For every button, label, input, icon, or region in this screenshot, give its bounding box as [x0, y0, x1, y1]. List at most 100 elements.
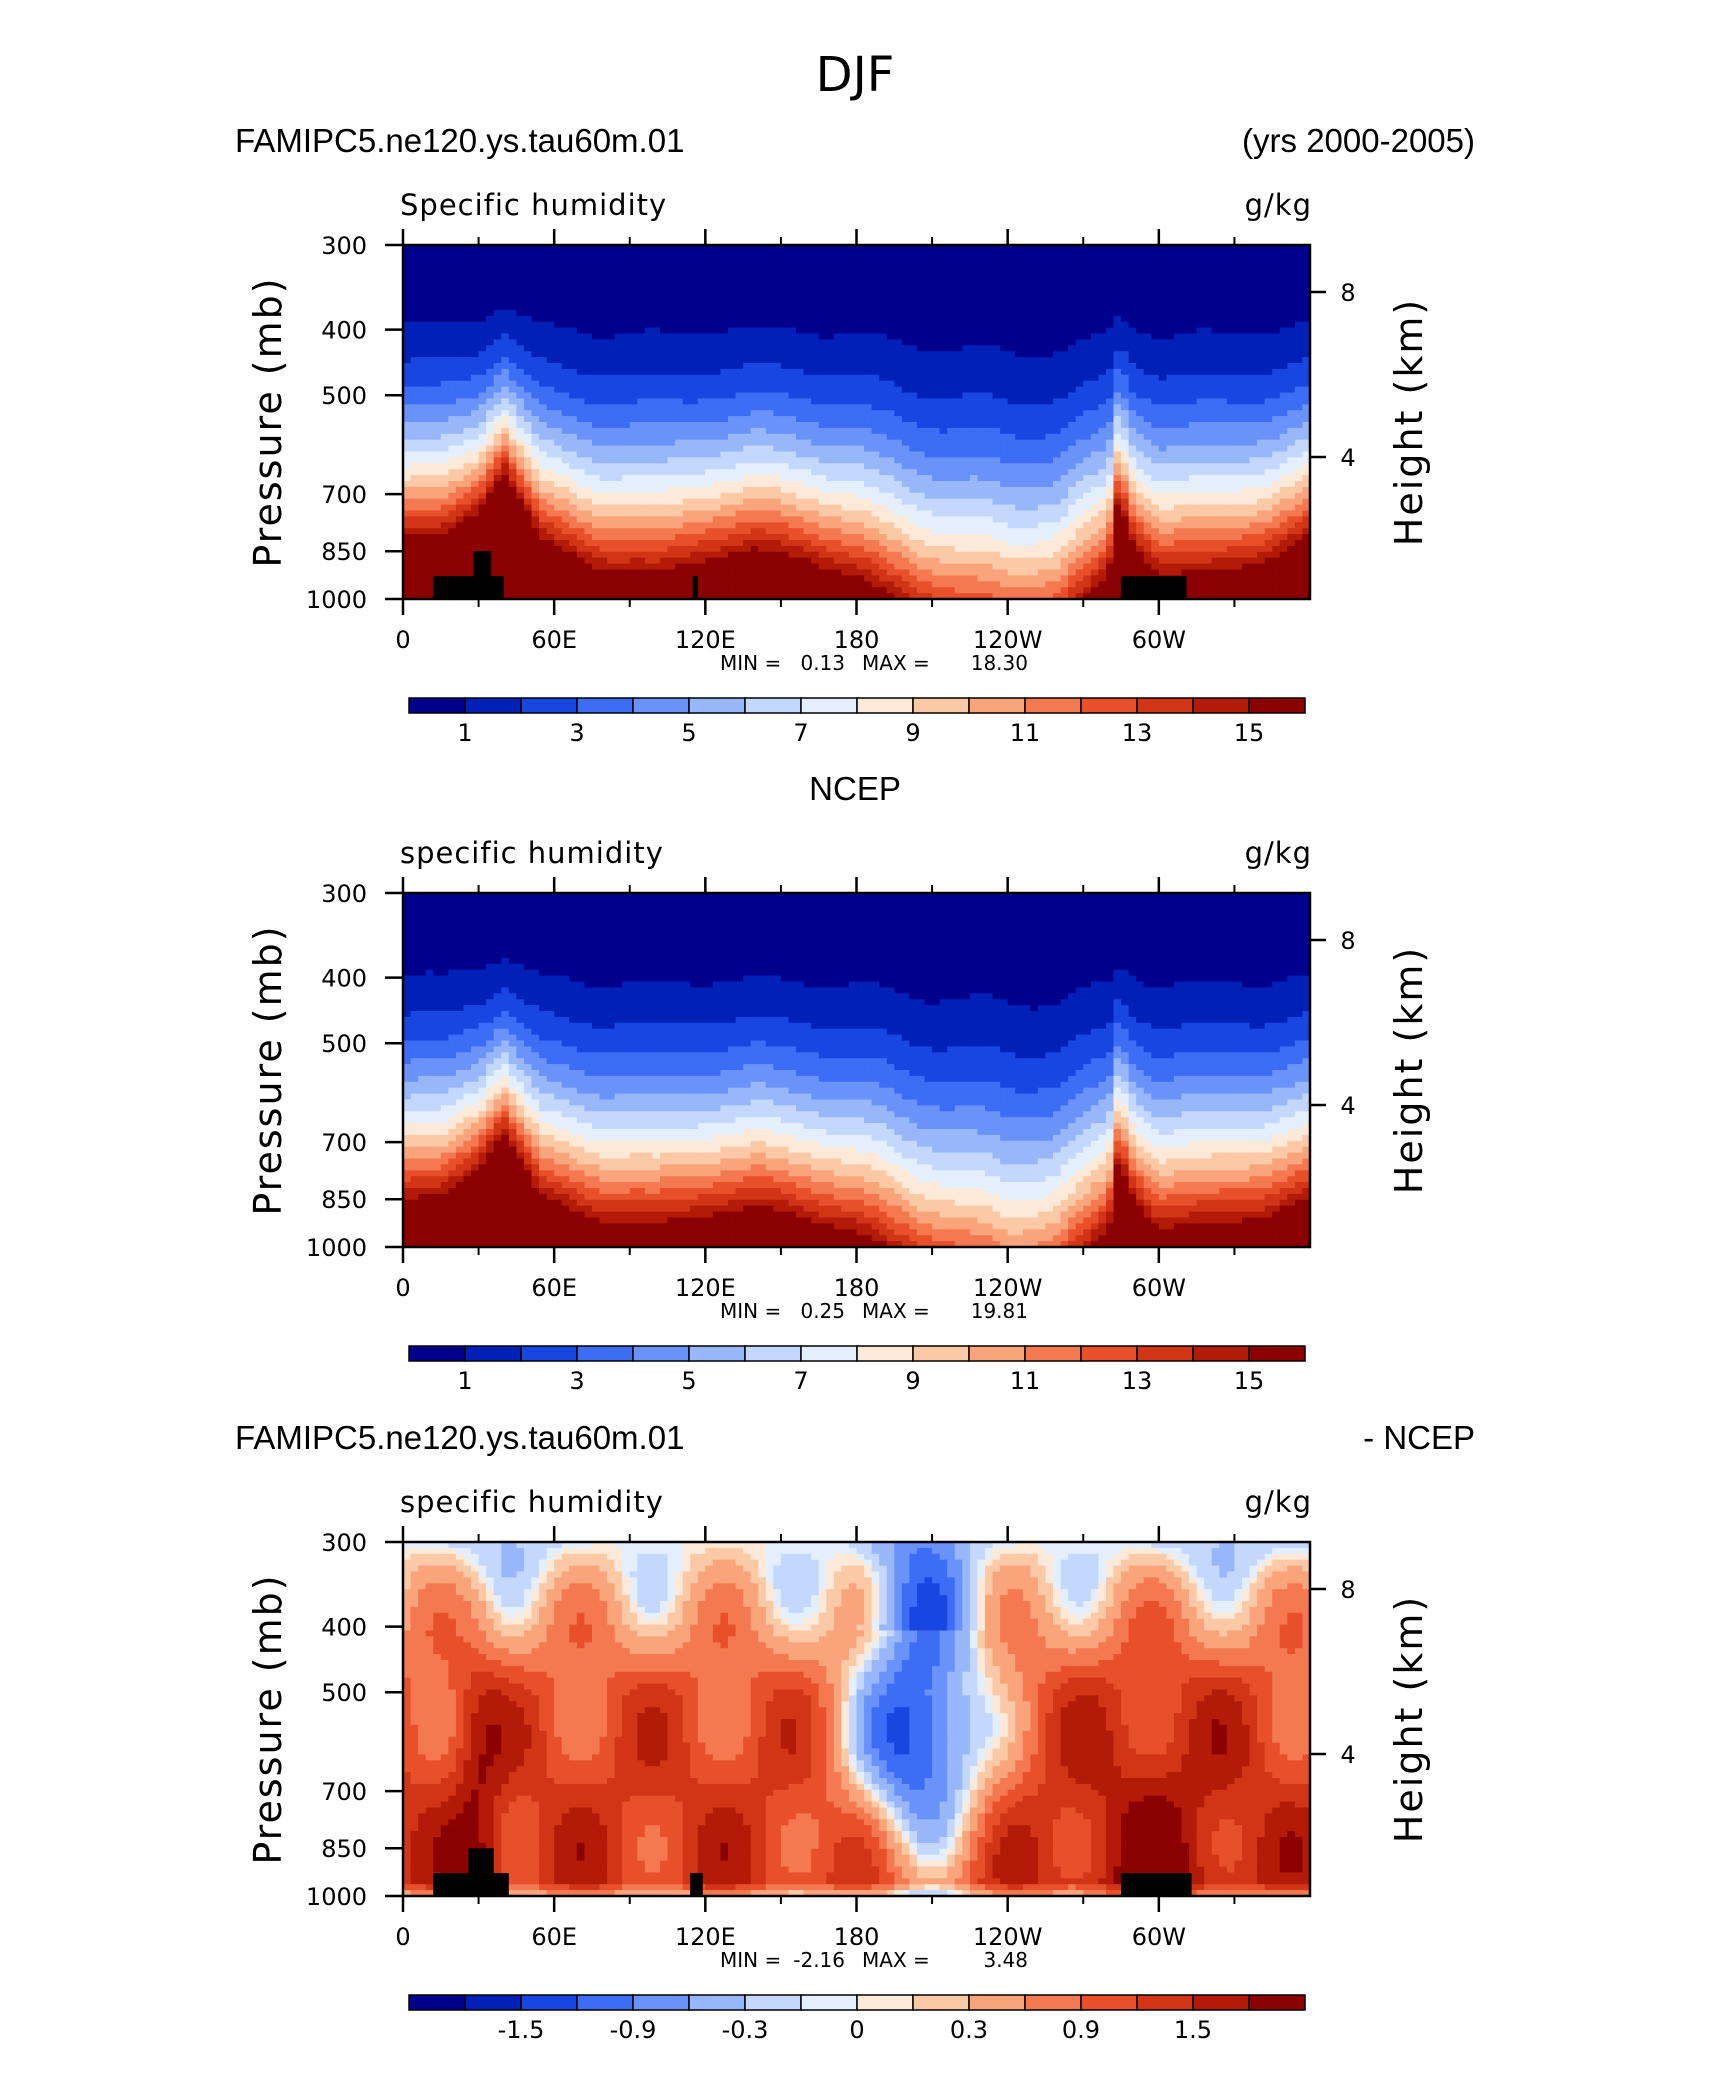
- field-cell: [1287, 463, 1296, 470]
- field-cell: [1022, 404, 1031, 411]
- field-cell: [743, 445, 752, 453]
- field-cell: [1294, 463, 1304, 470]
- field-cell: [1272, 368, 1281, 376]
- field-cell: [433, 351, 442, 358]
- field-cell: [1000, 309, 1009, 317]
- field-cell: [909, 422, 918, 429]
- field-cell: [486, 304, 495, 311]
- field-cell: [984, 250, 994, 258]
- field-cell: [1083, 292, 1092, 299]
- field-cell: [516, 451, 525, 458]
- field-cell: [1196, 286, 1205, 293]
- field-cell: [682, 386, 691, 394]
- field-cell: [796, 486, 805, 494]
- field-cell: [977, 451, 986, 458]
- field-cell: [803, 416, 812, 423]
- field-cell: [788, 481, 797, 488]
- field-cell: [652, 309, 661, 317]
- field-cell: [591, 309, 601, 317]
- field-cell: [758, 486, 767, 494]
- field-cell: [818, 333, 827, 340]
- field-cell: [803, 451, 812, 458]
- field-cell: [569, 298, 578, 305]
- field-cell: [1083, 439, 1092, 447]
- field-cell: [440, 321, 449, 329]
- field-cell: [977, 321, 986, 329]
- field-cell: [1007, 298, 1016, 305]
- field-cell: [1083, 309, 1092, 317]
- field-cell: [826, 392, 835, 399]
- field-cell: [780, 351, 790, 358]
- field-cell: [1098, 304, 1107, 311]
- field-cell: [569, 410, 578, 417]
- field-cell: [1173, 292, 1183, 299]
- field-cell: [1121, 386, 1130, 394]
- field-cell: [486, 398, 495, 405]
- field-cell: [652, 327, 661, 335]
- field-cell: [1196, 457, 1205, 464]
- field-cell: [425, 309, 434, 317]
- field-cell: [637, 256, 646, 264]
- field-cell: [1083, 481, 1092, 488]
- field-cell: [1030, 321, 1039, 329]
- field-cell: [864, 292, 873, 299]
- field-cell: [1068, 445, 1077, 453]
- field-cell: [1234, 327, 1243, 335]
- field-cell: [1045, 298, 1054, 305]
- field-cell: [879, 451, 888, 458]
- field-cell: [1121, 398, 1130, 405]
- field-cell: [418, 321, 427, 329]
- field-cell: [652, 250, 661, 258]
- field-cell: [864, 298, 873, 305]
- field-cell: [1166, 368, 1175, 376]
- field-cell: [1264, 457, 1273, 464]
- field-cell: [418, 292, 427, 299]
- field-cell: [743, 245, 752, 252]
- field-cell: [1151, 245, 1160, 252]
- field-cell: [1090, 481, 1099, 488]
- field-cell: [644, 363, 654, 370]
- field-cell: [486, 351, 495, 358]
- field-cell: [531, 374, 540, 382]
- field-cell: [743, 268, 752, 276]
- field-cell: [418, 475, 427, 482]
- field-cell: [599, 256, 608, 264]
- field-cell: [1105, 304, 1115, 311]
- field-cell: [690, 321, 699, 329]
- field-cell: [486, 286, 495, 293]
- field-cell: [833, 486, 842, 494]
- field-cell: [644, 427, 654, 435]
- field-cell: [1105, 445, 1115, 453]
- field-cell: [1045, 469, 1054, 476]
- field-cell: [773, 315, 782, 323]
- field-cell: [471, 292, 480, 299]
- field-cell: [984, 304, 994, 311]
- field-cell: [1113, 445, 1122, 453]
- field-cell: [471, 445, 480, 453]
- field-cell: [622, 357, 631, 364]
- field-cell: [750, 315, 759, 323]
- field-cell: [1121, 321, 1130, 329]
- field-cell: [576, 357, 585, 364]
- field-cell: [1166, 298, 1175, 305]
- field-cell: [561, 416, 570, 423]
- field-cell: [864, 250, 873, 258]
- field-cell: [1173, 245, 1183, 252]
- field-cell: [1264, 256, 1273, 264]
- field-cell: [1121, 422, 1130, 429]
- field-cell: [977, 422, 986, 429]
- field-cell: [1075, 410, 1084, 417]
- field-cell: [1053, 280, 1062, 287]
- field-cell: [848, 439, 858, 447]
- field-cell: [1264, 481, 1273, 488]
- field-cell: [561, 433, 570, 441]
- field-cell: [803, 357, 812, 364]
- field-cell: [644, 321, 654, 329]
- field-cell: [954, 245, 963, 252]
- field-cell: [750, 374, 759, 382]
- field-cell: [743, 286, 752, 293]
- field-cell: [1083, 445, 1092, 453]
- field-cell: [561, 268, 570, 276]
- field-cell: [599, 410, 608, 417]
- field-cell: [584, 363, 593, 370]
